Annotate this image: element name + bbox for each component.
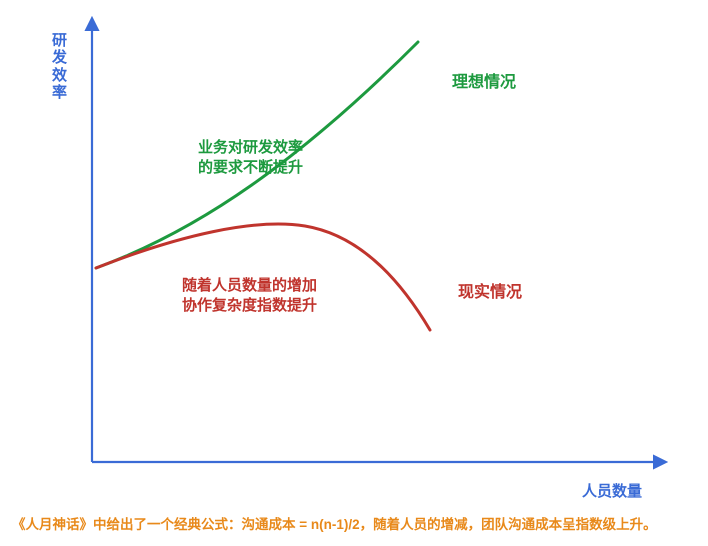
reality-curve-label: 现实情况 bbox=[458, 278, 522, 302]
x-axis-label: 人员数量 bbox=[582, 480, 642, 501]
caption: 《人月神话》中给出了一个经典公式：沟通成本 = n(n-1)/2，随着人员的增减… bbox=[0, 513, 708, 533]
chart-svg bbox=[0, 0, 708, 541]
ideal-curve-label: 理想情况 bbox=[452, 68, 516, 92]
ideal-annotation-line1: 业务对研发效率 bbox=[198, 138, 303, 158]
ideal-annotation-line2: 的要求不断提升 bbox=[198, 158, 303, 178]
reality-annotation-line1: 随着人员数量的增加 bbox=[182, 276, 317, 296]
x-axis-label-text: 人员数量 bbox=[582, 483, 642, 500]
caption-formula: 沟通成本 = n(n-1)/2 bbox=[242, 517, 360, 532]
caption-suffix: ，随着人员的增减，团队沟通成本呈指数级上升。 bbox=[360, 517, 657, 532]
reality-curve-label-text: 现实情况 bbox=[458, 284, 522, 301]
chart-container: 研发效率 人员数量 理想情况 现实情况 业务对研发效率 的要求不断提升 随着人员… bbox=[0, 0, 708, 541]
y-axis-label: 研发效率 bbox=[52, 32, 68, 101]
ideal-annotation: 业务对研发效率 的要求不断提升 bbox=[198, 138, 303, 179]
ideal-curve-label-text: 理想情况 bbox=[452, 74, 516, 91]
y-axis-label-text: 研发效率 bbox=[52, 32, 67, 101]
reality-annotation-line2: 协作复杂度指数提升 bbox=[182, 296, 317, 316]
caption-prefix: 《人月神话》中给出了一个经典公式： bbox=[12, 517, 242, 532]
reality-annotation: 随着人员数量的增加 协作复杂度指数提升 bbox=[182, 276, 317, 317]
